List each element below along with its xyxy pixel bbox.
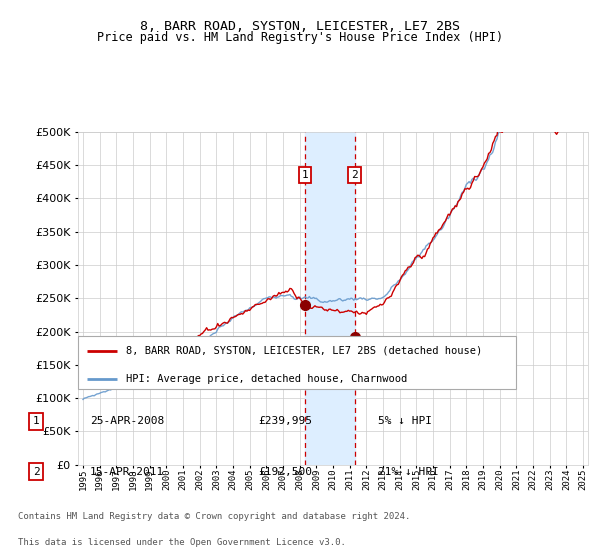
- Text: Price paid vs. HM Land Registry's House Price Index (HPI): Price paid vs. HM Land Registry's House …: [97, 31, 503, 44]
- Text: Contains HM Land Registry data © Crown copyright and database right 2024.: Contains HM Land Registry data © Crown c…: [18, 512, 410, 521]
- Text: 1: 1: [32, 417, 40, 426]
- Text: 2: 2: [351, 170, 358, 180]
- Text: 2: 2: [32, 467, 40, 477]
- Text: £239,995: £239,995: [258, 417, 312, 426]
- Text: £192,500: £192,500: [258, 467, 312, 477]
- Bar: [305, 132, 355, 465]
- Text: 8, BARR ROAD, SYSTON, LEICESTER, LE7 2BS (detached house): 8, BARR ROAD, SYSTON, LEICESTER, LE7 2BS…: [126, 346, 482, 356]
- FancyBboxPatch shape: [78, 336, 516, 389]
- Text: This data is licensed under the Open Government Licence v3.0.: This data is licensed under the Open Gov…: [18, 538, 346, 547]
- Text: 1: 1: [301, 170, 308, 180]
- Text: 25-APR-2008: 25-APR-2008: [90, 417, 164, 426]
- Text: 21% ↓ HPI: 21% ↓ HPI: [378, 467, 439, 477]
- Text: HPI: Average price, detached house, Charnwood: HPI: Average price, detached house, Char…: [126, 374, 407, 384]
- Text: 5% ↓ HPI: 5% ↓ HPI: [378, 417, 432, 426]
- Text: 15-APR-2011: 15-APR-2011: [90, 467, 164, 477]
- Text: 8, BARR ROAD, SYSTON, LEICESTER, LE7 2BS: 8, BARR ROAD, SYSTON, LEICESTER, LE7 2BS: [140, 20, 460, 32]
